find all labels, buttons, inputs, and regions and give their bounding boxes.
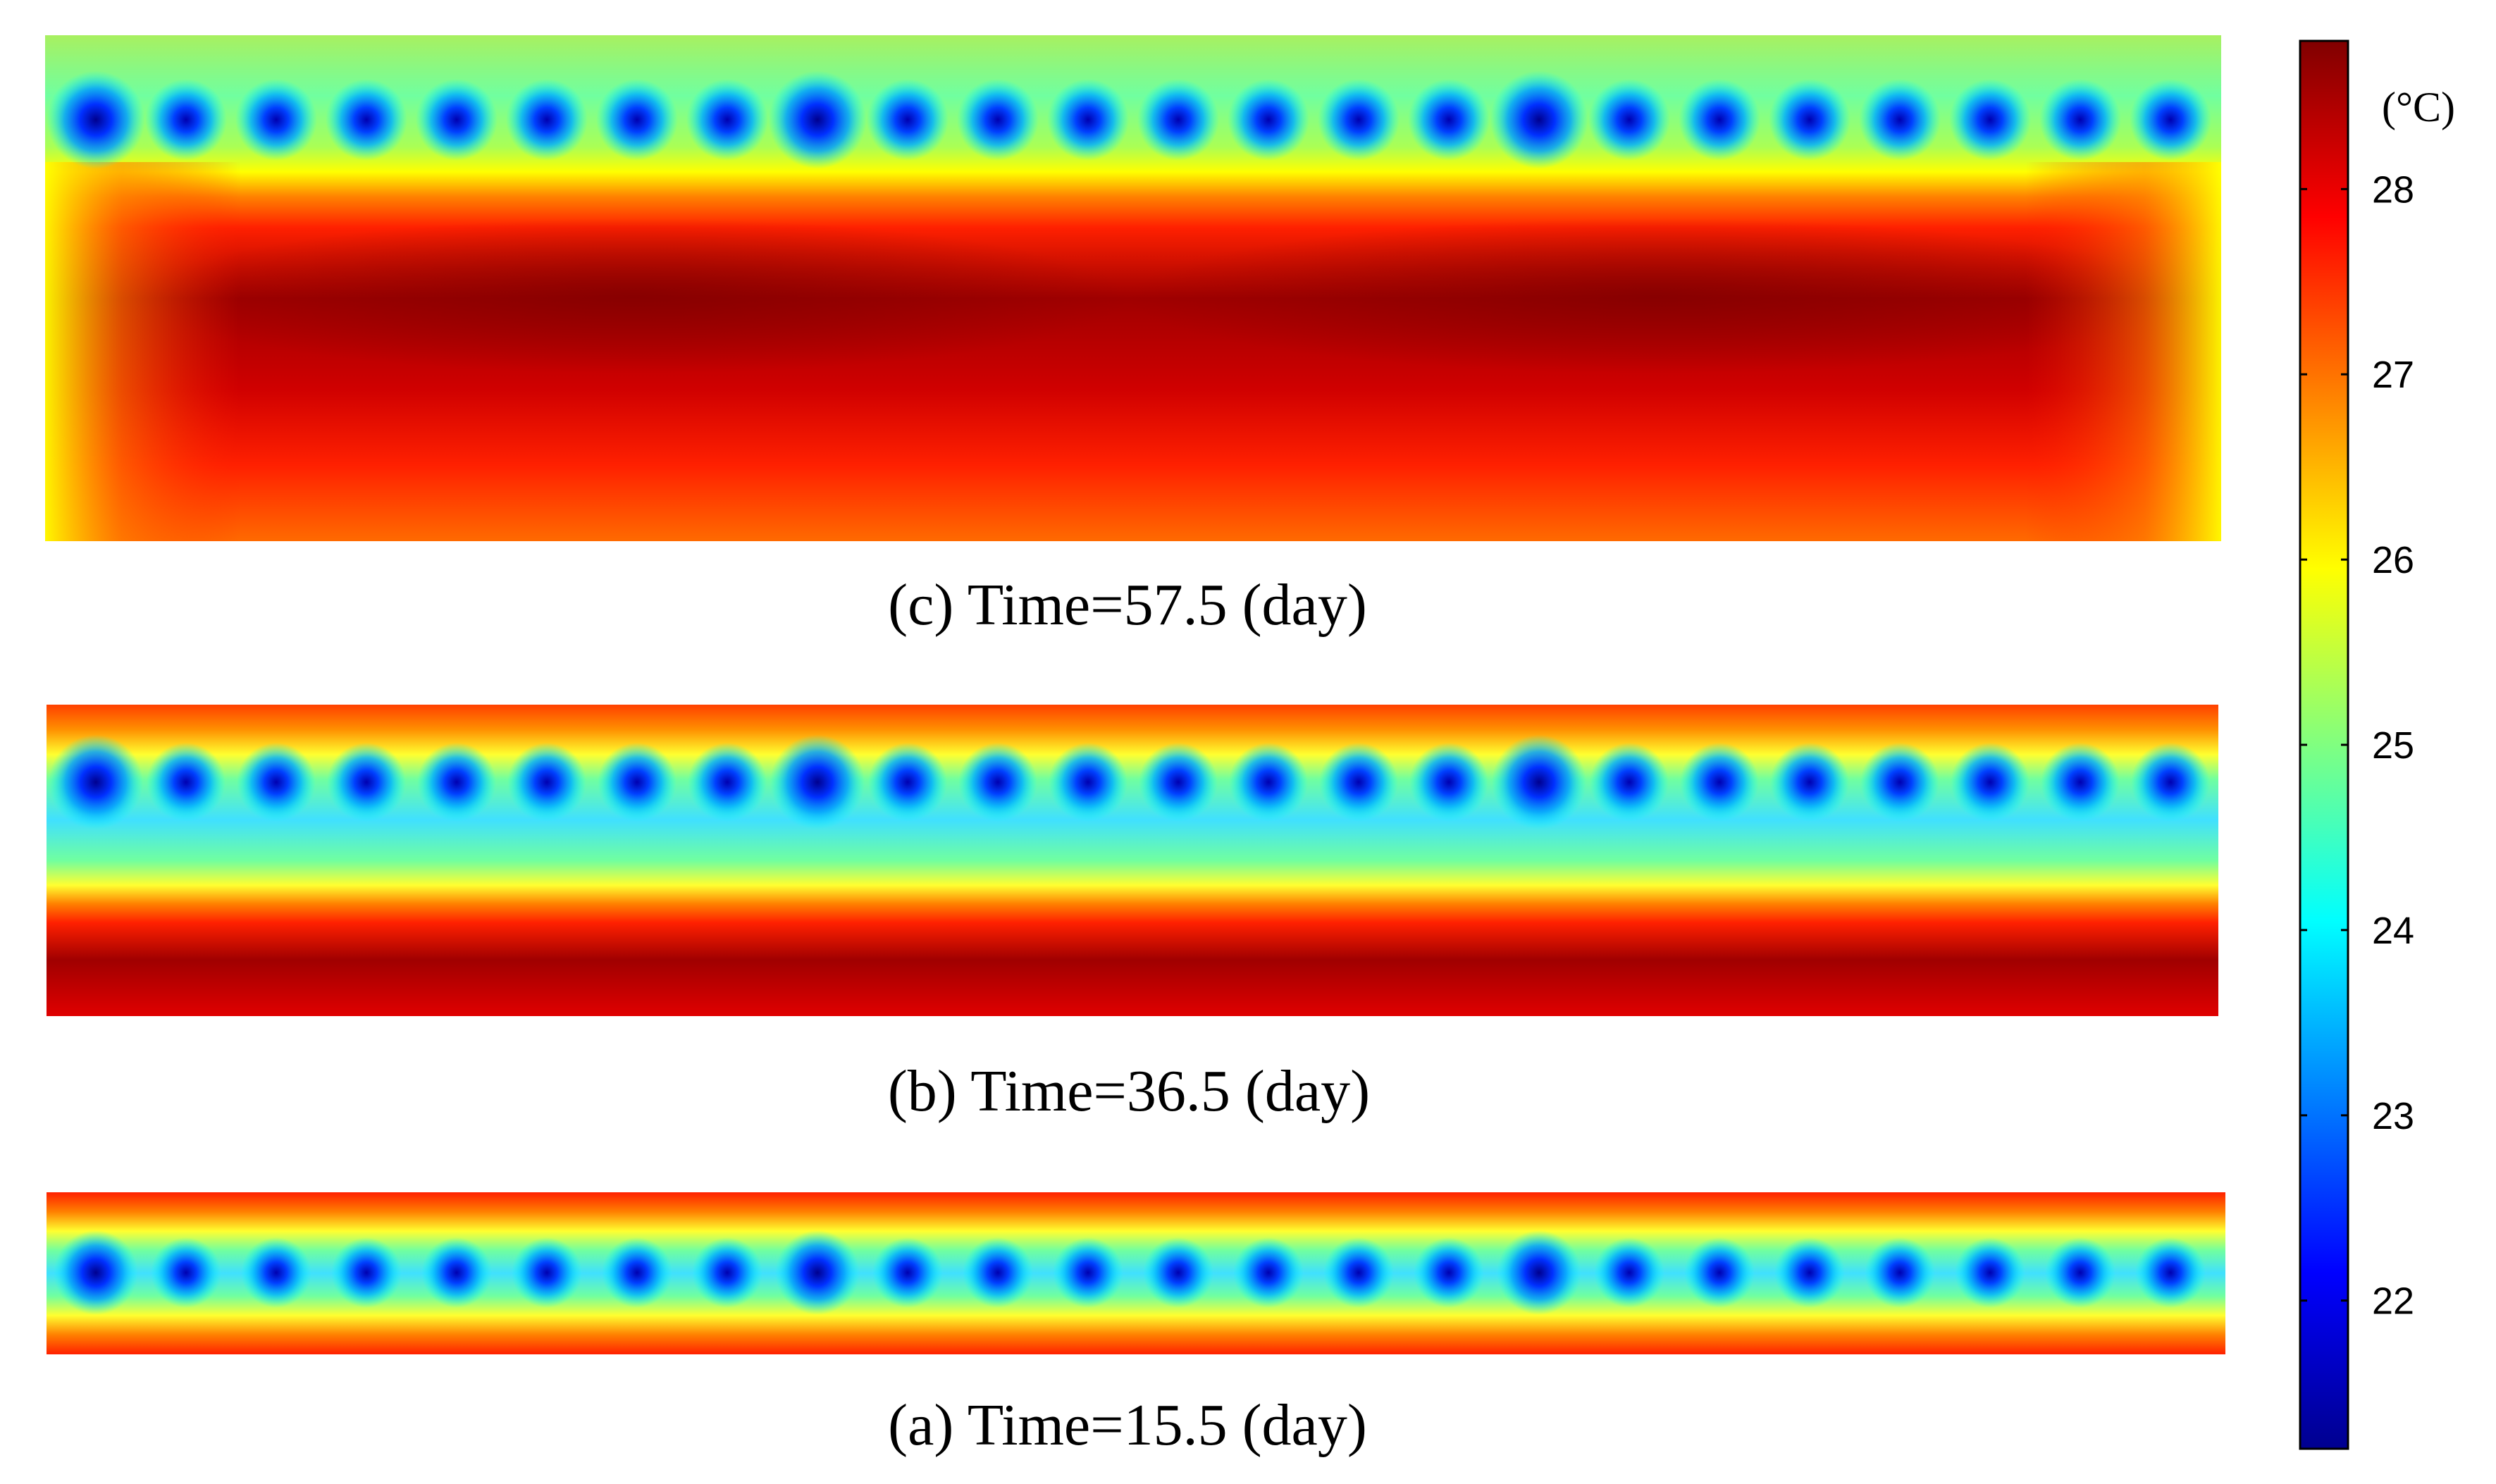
panel-b — [47, 705, 2218, 1016]
cold-source-spot — [1228, 79, 1309, 161]
cold-source-spot — [151, 1237, 221, 1308]
cold-source-spot — [598, 743, 676, 822]
cold-source-spot — [2135, 1237, 2206, 1308]
cold-source-spot — [1047, 79, 1129, 161]
cold-source-spot — [2045, 1237, 2115, 1308]
panel-c — [45, 35, 2221, 541]
cold-source-spot — [688, 743, 767, 822]
cold-source-spot — [417, 743, 496, 822]
cold-source-spot — [1594, 1237, 1664, 1308]
cold-source-spot — [596, 79, 678, 161]
cold-source-spot — [1139, 743, 1218, 822]
cold-source-spot — [506, 79, 588, 161]
cold-source-spot — [1680, 743, 1759, 822]
colorbar-tick-label: 22 — [2372, 1280, 2414, 1323]
cold-source-spot — [1769, 79, 1851, 161]
panel-a — [47, 1192, 2225, 1354]
cold-source-spot — [1409, 743, 1488, 822]
cold-source-spot — [235, 79, 317, 161]
colorbar-tick-label: 27 — [2372, 354, 2414, 396]
cold-source-spot — [327, 743, 406, 822]
cold-source-spot — [1233, 1237, 1304, 1308]
cold-source-spot — [1865, 1237, 1935, 1308]
cold-source-spot — [1951, 743, 2029, 822]
cold-source-spot — [1588, 79, 1670, 161]
cold-source-spot — [686, 79, 768, 161]
colorbar-tick-label: 25 — [2372, 724, 2414, 767]
cold-source-spot — [1137, 79, 1219, 161]
cold-source-spot — [692, 1237, 762, 1308]
colorbar-ticks: 22 23 24 25 26 27 28 — [2300, 168, 2414, 1323]
cold-source-spot — [1053, 1237, 1123, 1308]
cold-source-spot — [48, 734, 144, 830]
cold-source-spot — [1490, 70, 1588, 169]
panel-b-cold-sources — [48, 734, 2210, 830]
colorbar-tick-label: 23 — [2372, 1095, 2414, 1137]
cold-source-spot — [872, 1237, 943, 1308]
cold-source-spot — [237, 743, 316, 822]
cold-source-spot — [775, 1230, 860, 1315]
cold-source-spot — [54, 1230, 138, 1315]
cold-source-spot — [963, 1237, 1033, 1308]
cold-source-spot — [1318, 79, 1400, 161]
panel-b-field — [47, 705, 2218, 1016]
colorbar-tick-label: 24 — [2372, 910, 2414, 952]
panel-a-field — [47, 1192, 2225, 1354]
cold-source-spot — [1408, 79, 1490, 161]
cold-source-spot — [2130, 79, 2211, 161]
cold-source-spot — [1229, 743, 1308, 822]
cold-source-spot — [1049, 743, 1127, 822]
cold-source-spot — [2039, 79, 2121, 161]
cold-source-spot — [602, 1237, 672, 1308]
cold-source-spot — [1770, 743, 1849, 822]
cold-source-spot — [768, 70, 867, 169]
cold-source-spot — [868, 743, 947, 822]
cold-source-spot — [1774, 1237, 1845, 1308]
cold-source-spot — [507, 743, 586, 822]
cold-source-spot — [326, 79, 407, 161]
cold-source-spot — [1955, 1237, 2025, 1308]
cold-source-spot — [2131, 743, 2210, 822]
panel-c-side-edges — [45, 162, 2221, 541]
cold-source-spot — [47, 70, 145, 169]
cold-source-spot — [147, 743, 225, 822]
colorbar-tick-label: 26 — [2372, 539, 2414, 581]
cold-source-spot — [1859, 79, 1941, 161]
panel-a-caption: (a) Time=15.5 (day) — [888, 1392, 1367, 1458]
cold-source-spot — [958, 743, 1037, 822]
colorbar-gradient — [2299, 39, 2349, 1450]
cold-source-spot — [1949, 79, 2031, 161]
cold-source-spot — [1491, 734, 1587, 830]
cold-source-spot — [421, 1237, 492, 1308]
colorbar-unit-label: (°C) — [2382, 84, 2455, 130]
cold-source-spot — [1497, 1230, 1581, 1315]
cold-source-spot — [770, 734, 865, 830]
panel-b-caption: (b) Time=36.5 (day) — [888, 1058, 1370, 1124]
cold-source-spot — [1590, 743, 1669, 822]
cold-source-spot — [512, 1237, 582, 1308]
cold-source-spot — [1319, 743, 1398, 822]
cold-source-spot — [2041, 743, 2120, 822]
cold-source-spot — [1143, 1237, 1213, 1308]
panel-c-caption: (c) Time=57.5 (day) — [888, 572, 1367, 638]
cold-source-spot — [1860, 743, 1939, 822]
cold-source-spot — [416, 79, 498, 161]
cold-source-spot — [867, 79, 949, 161]
cold-source-spot — [1414, 1237, 1484, 1308]
cold-source-spot — [1679, 79, 1760, 161]
cold-source-spot — [241, 1237, 311, 1308]
colorbar-tick-label: 28 — [2372, 168, 2414, 211]
colorbar: 22 23 24 25 26 27 28 (°C) — [2299, 39, 2455, 1450]
panel-a-cold-sources — [54, 1230, 2206, 1315]
cold-source-spot — [145, 79, 227, 161]
cold-source-spot — [1323, 1237, 1394, 1308]
cold-source-spot — [331, 1237, 402, 1308]
cold-source-spot — [1684, 1237, 1755, 1308]
panel-c-cold-sources — [47, 70, 2211, 169]
cold-source-spot — [957, 79, 1039, 161]
